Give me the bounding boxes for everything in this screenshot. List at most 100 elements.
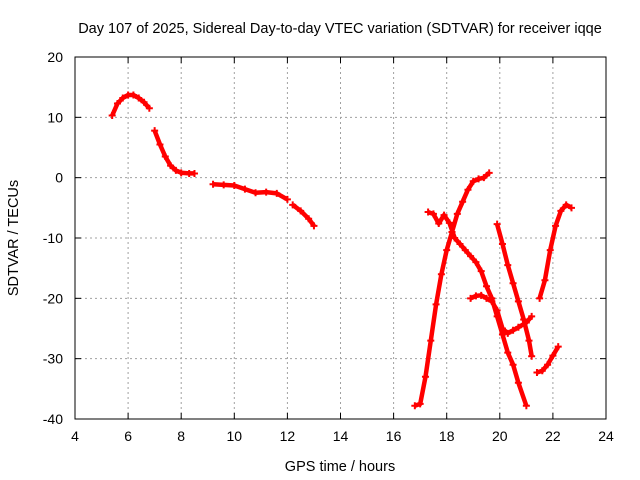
data-point (108, 112, 116, 120)
data-point (514, 323, 522, 331)
data-point (472, 258, 480, 266)
data-point (498, 240, 506, 248)
data-point (230, 182, 238, 190)
data-point (536, 294, 544, 302)
data-point (161, 153, 169, 161)
data-point (488, 297, 496, 305)
data-point (443, 246, 451, 254)
data-point (167, 162, 175, 170)
data-point (140, 98, 148, 106)
data-point (145, 104, 153, 112)
series-arc-5 (414, 171, 491, 408)
x-tick-label: 10 (227, 428, 243, 444)
data-point (467, 252, 475, 260)
data-point (429, 210, 437, 218)
x-tick-label: 4 (71, 428, 79, 444)
data-point (177, 169, 185, 177)
x-axis-label: GPS time / hours (285, 459, 395, 475)
data-point (445, 219, 453, 227)
x-tick-label: 24 (598, 428, 614, 444)
data-point (113, 99, 121, 107)
y-tick-label: -30 (43, 351, 63, 367)
data-point (498, 325, 506, 332)
x-tick-label: 6 (124, 428, 132, 444)
data-point (525, 337, 533, 345)
data-point (504, 261, 512, 269)
data-point (424, 208, 432, 216)
x-tick-label: 16 (386, 428, 402, 444)
data-point (172, 166, 180, 174)
data-point (546, 246, 554, 254)
data-point (504, 349, 512, 357)
data-point (119, 94, 127, 102)
y-tick-label: -10 (43, 230, 63, 246)
series-layer (108, 91, 575, 410)
series-arc-2 (152, 129, 195, 176)
data-point (498, 331, 506, 339)
y-tick-label: -20 (43, 290, 63, 306)
data-point (480, 174, 488, 182)
y-tick-label: 0 (55, 170, 63, 186)
data-point (220, 181, 228, 189)
data-point (504, 329, 512, 337)
y-tick-label: -40 (43, 411, 63, 427)
data-point (297, 207, 305, 215)
data-point (283, 195, 291, 203)
data-point (129, 91, 137, 99)
data-point (549, 352, 557, 360)
data-point (538, 367, 546, 375)
series-arc-10 (537, 202, 573, 299)
data-point (493, 306, 501, 314)
x-tick-label: 22 (545, 428, 561, 444)
tick-labels: 4 6 8 10 12 14 16 18 20 22 24 -40 -30 -20 -10 0 10 20 (43, 49, 614, 444)
data-point (440, 211, 448, 219)
y-tick-label: 10 (47, 109, 63, 125)
series-arc-4 (291, 203, 316, 228)
series-arc-9 (536, 345, 561, 375)
data-point (156, 140, 164, 148)
x-tick-label: 12 (280, 428, 296, 444)
data-point (461, 246, 469, 254)
data-point (190, 169, 198, 177)
data-point (528, 312, 536, 320)
data-point (552, 222, 560, 230)
data-point (427, 337, 435, 345)
data-point (520, 315, 528, 323)
data-point (135, 94, 143, 102)
data-point (544, 361, 552, 369)
chart-title: Day 107 of 2025, Sidereal Day-to-day VTE… (78, 21, 602, 37)
data-point (456, 240, 464, 248)
x-tick-label: 14 (333, 428, 349, 444)
x-tick-label: 20 (492, 428, 508, 444)
data-point (483, 282, 491, 290)
data-point (416, 400, 424, 408)
data-point (483, 294, 491, 302)
data-point (522, 402, 530, 410)
data-point (541, 276, 549, 284)
data-point (453, 210, 461, 218)
x-tick-label: 8 (177, 428, 185, 444)
data-point (252, 189, 260, 197)
y-axis-label: SDTVAR / TECUs (6, 180, 22, 296)
data-point (533, 369, 541, 377)
data-point (310, 222, 318, 230)
y-tick-label: 20 (47, 49, 63, 65)
data-point (151, 127, 159, 135)
data-point (432, 300, 440, 308)
data-point (557, 207, 565, 215)
data-point (464, 186, 472, 194)
data-point (493, 220, 501, 228)
data-point (437, 270, 445, 278)
data-point (411, 402, 419, 410)
data-point (528, 352, 536, 360)
data-point (485, 169, 493, 177)
data-point (514, 379, 522, 387)
data-point (554, 343, 562, 351)
data-point (459, 198, 467, 206)
grid (75, 57, 606, 419)
data-point (475, 175, 483, 183)
data-point (509, 326, 517, 334)
data-point (562, 201, 570, 209)
data-point (567, 204, 575, 212)
